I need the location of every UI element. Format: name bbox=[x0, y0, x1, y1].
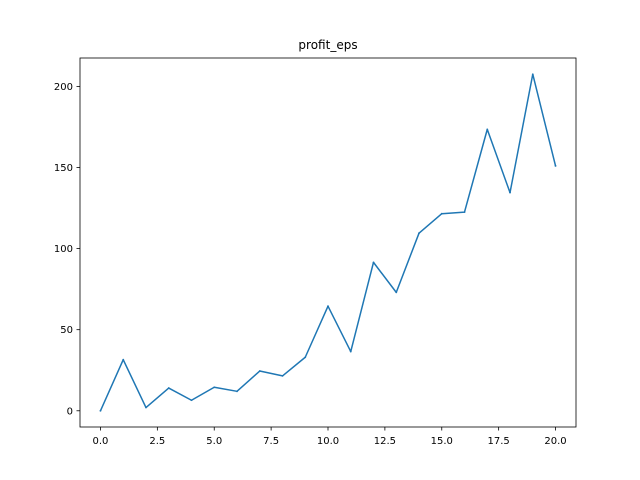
x-tick-label: 12.5 bbox=[374, 436, 396, 447]
x-tick-label: 10.0 bbox=[317, 436, 339, 447]
x-tick-label: 7.5 bbox=[263, 436, 279, 447]
data-point bbox=[99, 409, 102, 412]
data-point bbox=[258, 370, 261, 372]
x-tick-label: 15.0 bbox=[431, 436, 453, 447]
y-tick-label: 200 bbox=[54, 82, 73, 93]
data-point bbox=[236, 390, 238, 393]
data-point bbox=[372, 261, 375, 264]
data-point bbox=[349, 350, 352, 353]
data-point bbox=[190, 399, 193, 402]
x-tick-label: 20.0 bbox=[544, 436, 566, 447]
data-point bbox=[327, 305, 329, 308]
y-tick-label: 50 bbox=[60, 325, 73, 336]
plot-background bbox=[80, 58, 576, 427]
data-point bbox=[213, 386, 216, 389]
data-point bbox=[145, 406, 147, 409]
y-tick-label: 150 bbox=[54, 163, 73, 174]
data-point bbox=[281, 375, 284, 377]
x-tick-label: 5.0 bbox=[206, 436, 222, 447]
data-point bbox=[440, 212, 443, 215]
data-point bbox=[122, 358, 125, 361]
plot-area: 0.0 2.5 5.0 7.5 10.0 12.5 15.0 17.5 20.0 0 50 100 15… bbox=[54, 57, 577, 447]
data-point bbox=[463, 211, 466, 213]
y-tick-label: 0 bbox=[67, 406, 73, 417]
data-point bbox=[304, 356, 307, 359]
chart-title: profit_eps bbox=[298, 38, 357, 52]
data-point bbox=[554, 164, 557, 167]
x-tick-label: 2.5 bbox=[149, 436, 165, 447]
data-point bbox=[531, 73, 534, 76]
data-point bbox=[486, 128, 489, 131]
data-point bbox=[395, 291, 398, 294]
data-point bbox=[418, 232, 420, 235]
data-point bbox=[509, 191, 511, 194]
x-tick-label: 17.5 bbox=[488, 436, 510, 447]
data-point bbox=[167, 387, 170, 389]
y-tick-label: 100 bbox=[54, 244, 73, 255]
x-tick-label: 0.0 bbox=[93, 436, 109, 447]
